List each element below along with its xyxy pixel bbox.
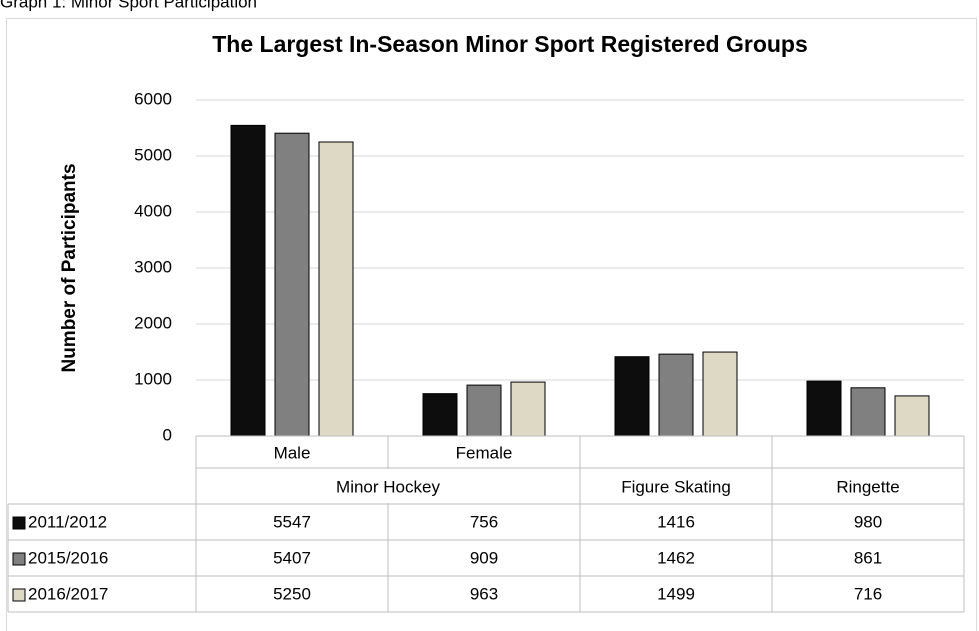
- table-value: 980: [854, 512, 882, 531]
- caption: Graph 1: Minor Sport Participation: [0, 0, 257, 11]
- y-axis-title: Number of Participants: [59, 163, 80, 372]
- y-tick-label: 4000: [134, 201, 172, 220]
- y-tick-label: 3000: [134, 257, 172, 276]
- y-tick-label: 6000: [134, 89, 172, 108]
- group-label: Figure Skating: [621, 477, 731, 496]
- bar: [658, 353, 694, 437]
- bar: [422, 393, 458, 437]
- bar: [806, 380, 842, 437]
- y-tick-label: 0: [163, 425, 172, 444]
- table-value: 909: [470, 548, 498, 567]
- legend-label: 2016/2017: [28, 584, 108, 603]
- bar: [850, 387, 886, 437]
- bar: [510, 381, 546, 437]
- table-value: 5547: [273, 512, 311, 531]
- legend-label: 2015/2016: [28, 548, 108, 567]
- table-value: 963: [470, 584, 498, 603]
- bar: [318, 141, 354, 437]
- group-label: Ringette: [836, 477, 899, 496]
- chart-title: The Largest In-Season Minor Sport Regist…: [212, 31, 808, 57]
- legend-swatch: [12, 588, 26, 602]
- x-tick-label: Female: [456, 443, 513, 462]
- table-value: 716: [854, 584, 882, 603]
- bar: [274, 132, 310, 437]
- table-value: 1499: [657, 584, 695, 603]
- bar: [614, 356, 650, 437]
- bar: [230, 124, 266, 437]
- table-value: 5250: [273, 584, 311, 603]
- table-value: 1462: [657, 548, 695, 567]
- y-tick-label: 2000: [134, 313, 172, 332]
- table-value: 1416: [657, 512, 695, 531]
- y-tick-label: 1000: [134, 369, 172, 388]
- legend-label: 2011/2012: [28, 512, 107, 531]
- bar: [702, 351, 738, 437]
- table-value: 756: [470, 512, 498, 531]
- table-value: 861: [854, 548, 882, 567]
- bar: [894, 395, 930, 437]
- legend-swatch: [12, 552, 26, 566]
- legend-swatch: [12, 516, 26, 530]
- y-tick-label: 5000: [134, 145, 172, 164]
- group-label: Minor Hockey: [336, 477, 440, 496]
- table-value: 5407: [273, 548, 311, 567]
- chart-border: [6, 18, 977, 631]
- x-tick-label: Male: [274, 443, 311, 462]
- bar: [466, 384, 502, 437]
